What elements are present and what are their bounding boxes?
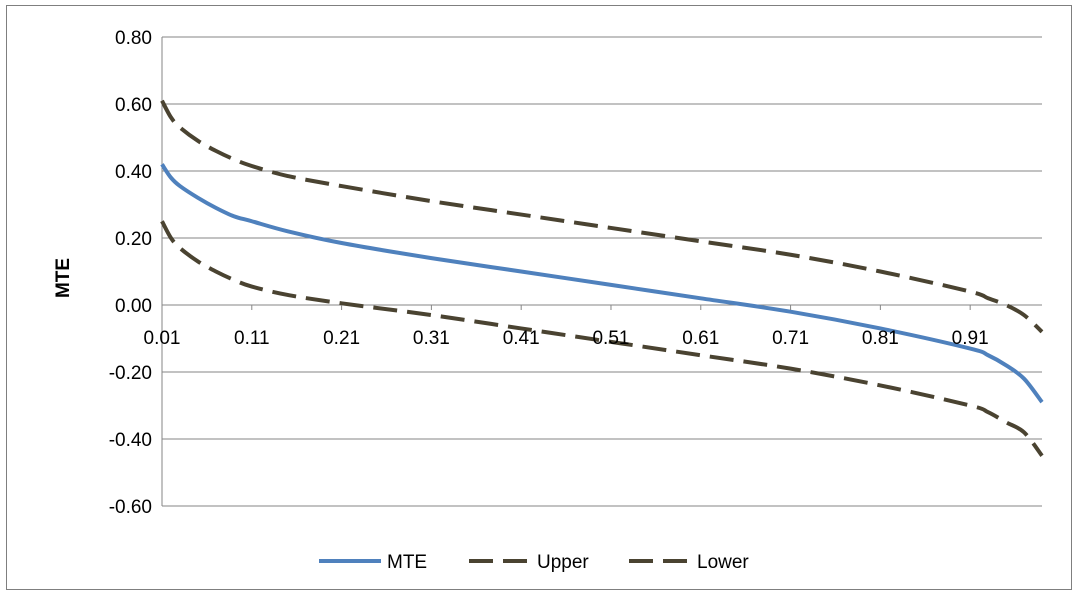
legend: MTE Upper Lower: [319, 552, 749, 573]
y-tick-label: -0.40: [109, 430, 152, 451]
line-chart: 0.80 0.60 0.40 0.20 0.00 -0.20 -0.40 -0.60 0.01…: [53, 28, 1044, 573]
x-tick-label: 0.51: [592, 328, 629, 349]
x-tick-label: 0.61: [682, 328, 719, 349]
x-tick-label: 0.71: [772, 328, 809, 349]
series-line-mte: [160, 163, 1044, 404]
legend-label-upper: Upper: [537, 552, 589, 573]
x-tick-label: 0.31: [413, 328, 450, 349]
y-tick-label: 0.00: [115, 296, 152, 317]
x-tick-label: 0.41: [503, 328, 540, 349]
y-tick-label: -0.20: [109, 363, 152, 384]
series-line-upper: [160, 99, 1044, 334]
y-tick-label: 0.20: [115, 229, 152, 250]
series-lines: [160, 99, 1044, 457]
x-tick-labels: 0.01 0.11 0.21 0.31 0.41 0.51 0.61 0.71 0.81 0.91: [144, 305, 989, 349]
x-tick-label: 0.01: [144, 328, 181, 349]
x-tick-label: 0.21: [323, 328, 360, 349]
y-tick-label: 0.40: [115, 162, 152, 183]
x-tick-label: 0.81: [862, 328, 899, 349]
x-tick-label: 0.91: [952, 328, 989, 349]
x-tick-label: 0.11: [234, 328, 270, 349]
legend-label-mte: MTE: [387, 552, 427, 573]
y-tick-label: 0.80: [115, 28, 152, 49]
y-tick-label: -0.60: [109, 497, 152, 518]
series-line-lower: [160, 220, 1044, 457]
y-tick-label: 0.60: [115, 95, 152, 116]
chart-frame: 0.80 0.60 0.40 0.20 0.00 -0.20 -0.40 -0.60 0.01…: [6, 5, 1072, 590]
gridlines: [161, 36, 1042, 507]
y-axis-label: MTE: [53, 258, 74, 298]
y-tick-labels: 0.80 0.60 0.40 0.20 0.00 -0.20 -0.40 -0.60: [109, 28, 152, 518]
legend-label-lower: Lower: [697, 552, 749, 573]
